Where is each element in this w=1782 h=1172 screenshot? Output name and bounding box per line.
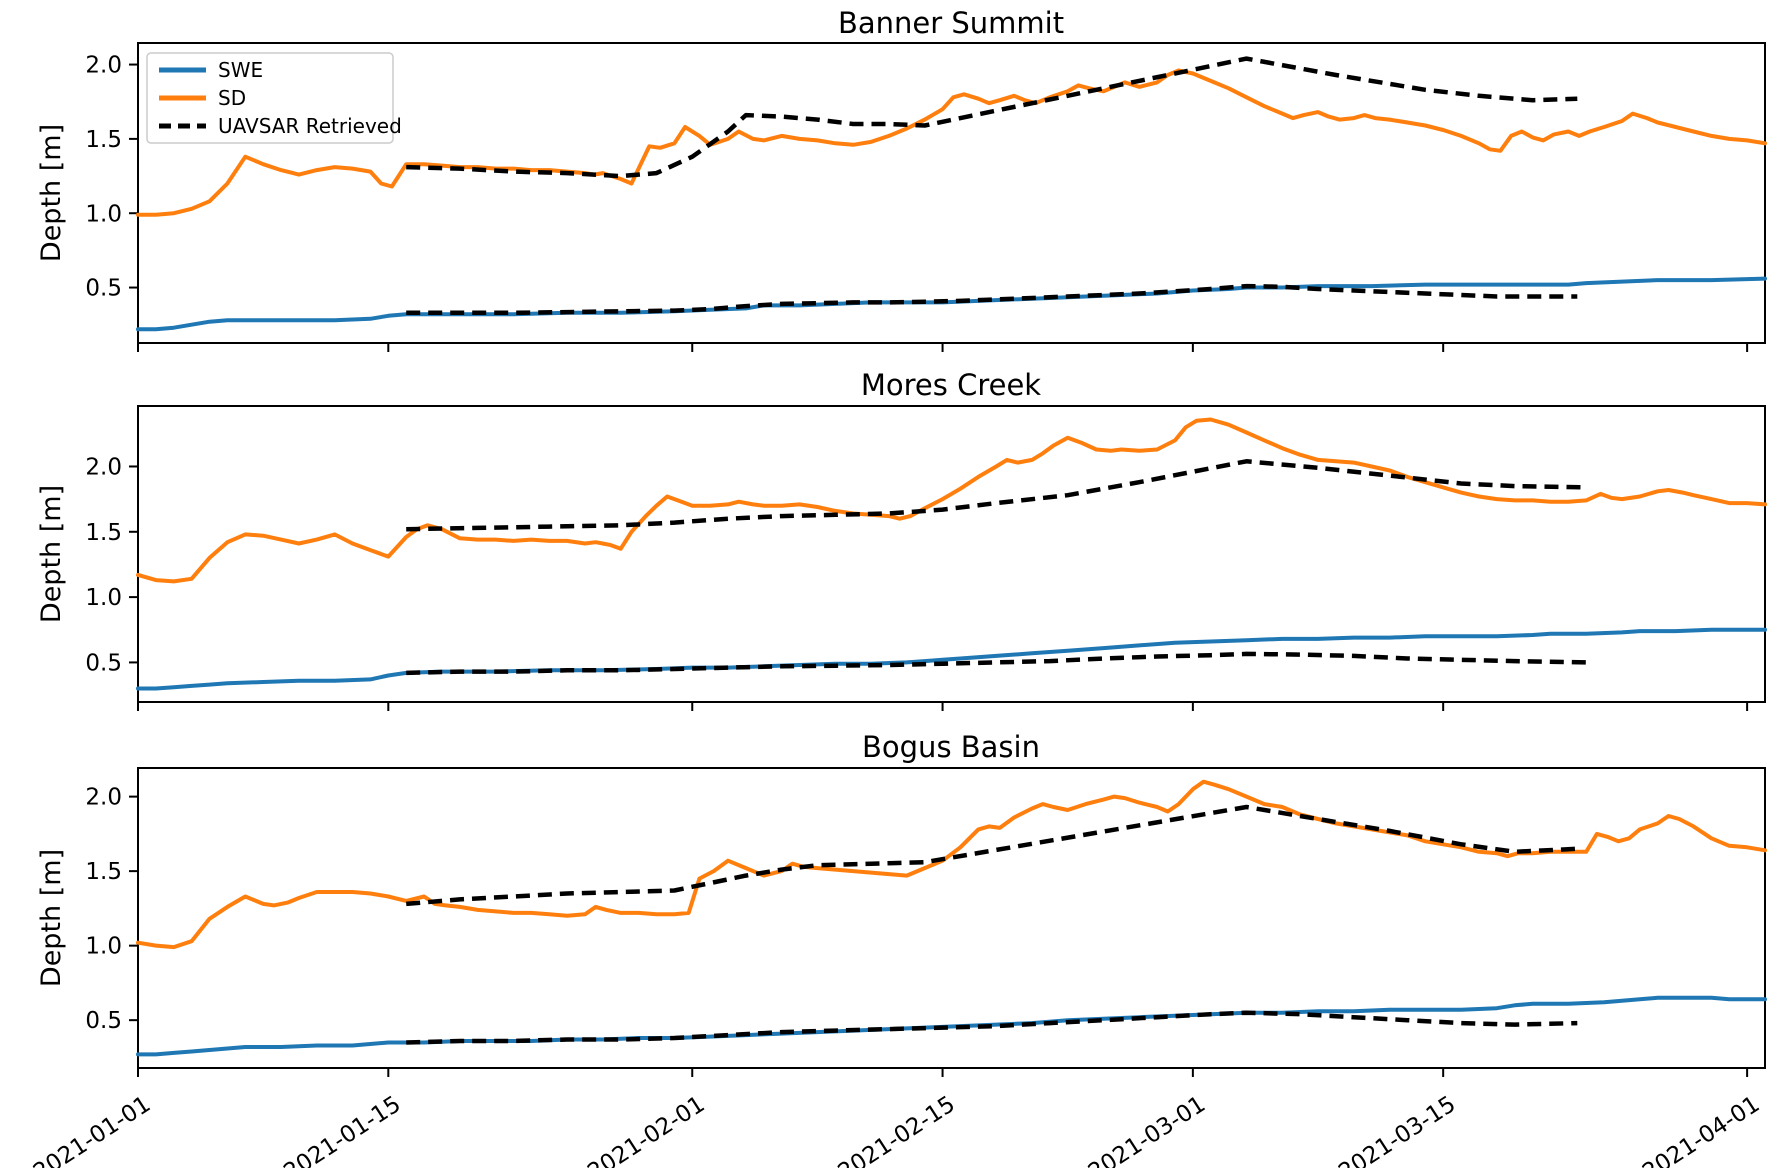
line-swe-banner-summit <box>136 276 1767 332</box>
x-tick-label: 2021-03-15 <box>1334 1091 1460 1168</box>
line-uavsar-retrieved-sd-mores-creek <box>406 459 1587 532</box>
subplot-title-banner-summit: Banner Summit <box>838 6 1064 40</box>
subplot-banner-summit: 0.5 1.0 1.5 2.0 <box>85 42 1767 352</box>
y-tick-label-bogus-basin: 0.5 <box>85 1008 122 1034</box>
x-tick-label: 2021-01-15 <box>279 1091 405 1168</box>
axes-spines-bogus-basin <box>137 767 1766 1069</box>
y-tick-label-bogus-basin: 1.0 <box>85 934 122 960</box>
x-tick-label: 2021-01-01 <box>29 1091 155 1168</box>
legend: SWE SD UAVSAR Retrieved <box>146 52 402 144</box>
y-tick-label-banner-summit: 1.0 <box>85 201 122 227</box>
line-uavsar-retrieved-swe-banner-summit <box>406 283 1578 316</box>
legend-box <box>146 52 394 144</box>
y-tick-label-mores-creek: 1.0 <box>85 585 122 611</box>
subplot-title-bogus-basin: Bogus Basin <box>862 730 1040 764</box>
y-tick-label-banner-summit: 1.5 <box>85 127 122 153</box>
y-tick-label-mores-creek: 0.5 <box>85 650 122 676</box>
x-tick-label: 2021-02-15 <box>834 1091 960 1168</box>
subplot-mores-creek: 0.5 1.0 1.5 2.0 <box>85 405 1767 711</box>
y-tick-label-bogus-basin: 1.5 <box>85 859 122 885</box>
y-tick-label-mores-creek: 2.0 <box>85 455 122 481</box>
y-tick-label-mores-creek: 1.5 <box>85 520 122 546</box>
y-tick-label-banner-summit: 2.0 <box>85 53 122 79</box>
y-axis-label-banner: Depth [m] <box>36 124 67 262</box>
axes-spines-mores-creek <box>137 405 1766 703</box>
legend-label-sd: SD <box>218 86 246 110</box>
x-tick-label: 2021-04-01 <box>1638 1091 1764 1168</box>
line-sd-mores-creek <box>136 417 1767 584</box>
y-axis-label-bogus: Depth [m] <box>36 849 67 987</box>
axes-spines-banner-summit <box>137 42 1766 344</box>
subplot-title-mores-creek: Mores Creek <box>861 368 1041 402</box>
y-axis-label-mores: Depth [m] <box>36 485 67 623</box>
subplot-bogus-basin: 0.5 1.0 1.5 2.0 2021-01-01 2021-01-15 2021-02-… <box>29 767 1767 1172</box>
legend-label-uavsar: UAVSAR Retrieved <box>218 114 402 138</box>
legend-label-swe: SWE <box>218 58 263 82</box>
x-tick-label: 2021-02-01 <box>583 1091 709 1168</box>
y-tick-label-bogus-basin: 2.0 <box>85 785 122 811</box>
x-tick-label: 2021-03-01 <box>1084 1091 1210 1168</box>
y-tick-label-banner-summit: 0.5 <box>85 276 122 302</box>
plots-layer: 0.5 1.0 1.5 2.0 0.5 1.0 1.5 2.0 0.5 1.0 1.5 2.0 2021… <box>29 42 1767 1172</box>
line-swe-mores-creek <box>136 627 1767 691</box>
